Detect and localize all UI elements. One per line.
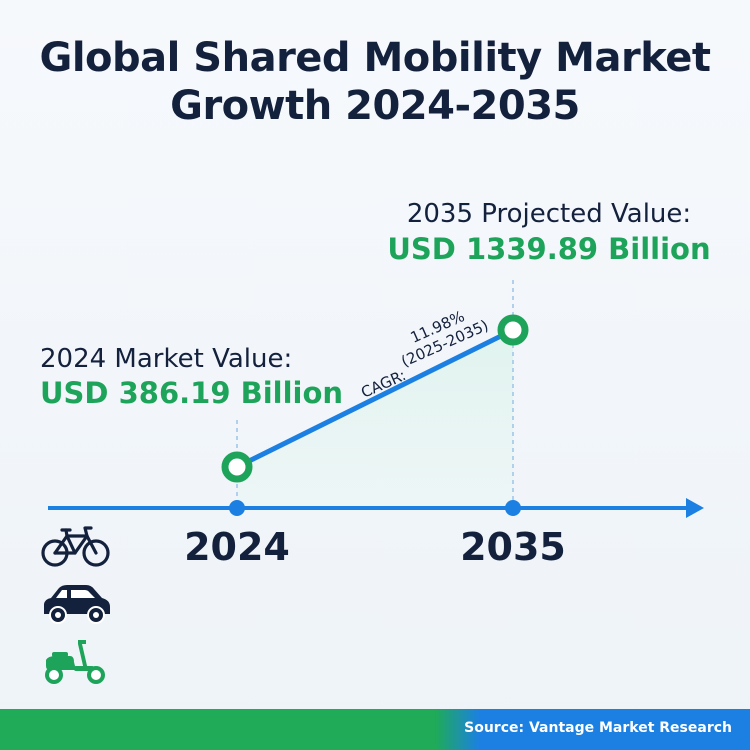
x-tick-label-2035: 2035 (460, 525, 566, 569)
x-tick-label-2024: 2024 (184, 525, 290, 569)
series-line (234, 327, 516, 470)
bicycle-icon (41, 526, 110, 567)
data-point-2024 (221, 451, 253, 483)
growth-chart: 2035 Projected Value: USD 1339.89 Billio… (40, 199, 711, 569)
end-callout-value: USD 1339.89 Billion (387, 232, 710, 266)
x-axis-arrowhead (686, 498, 704, 518)
start-callout-value: USD 386.19 Billion (40, 376, 343, 410)
growth-area (237, 330, 513, 508)
chart-title-line-1: Global Shared Mobility Market (39, 35, 711, 81)
data-point-2035 (497, 314, 529, 346)
scooter-icon (45, 640, 105, 684)
source-note: Source: Vantage Market Research (464, 720, 732, 736)
chart-title: Global Shared Mobility Market Growth 202… (0, 34, 750, 130)
car-icon (44, 585, 110, 624)
start-callout-label: 2024 Market Value: (40, 344, 292, 374)
chart-title-line-2: Growth 2024-2035 (170, 83, 580, 129)
footer-bar: Source: Vantage Market Research (0, 709, 750, 750)
end-callout-label: 2035 Projected Value: (407, 199, 691, 229)
